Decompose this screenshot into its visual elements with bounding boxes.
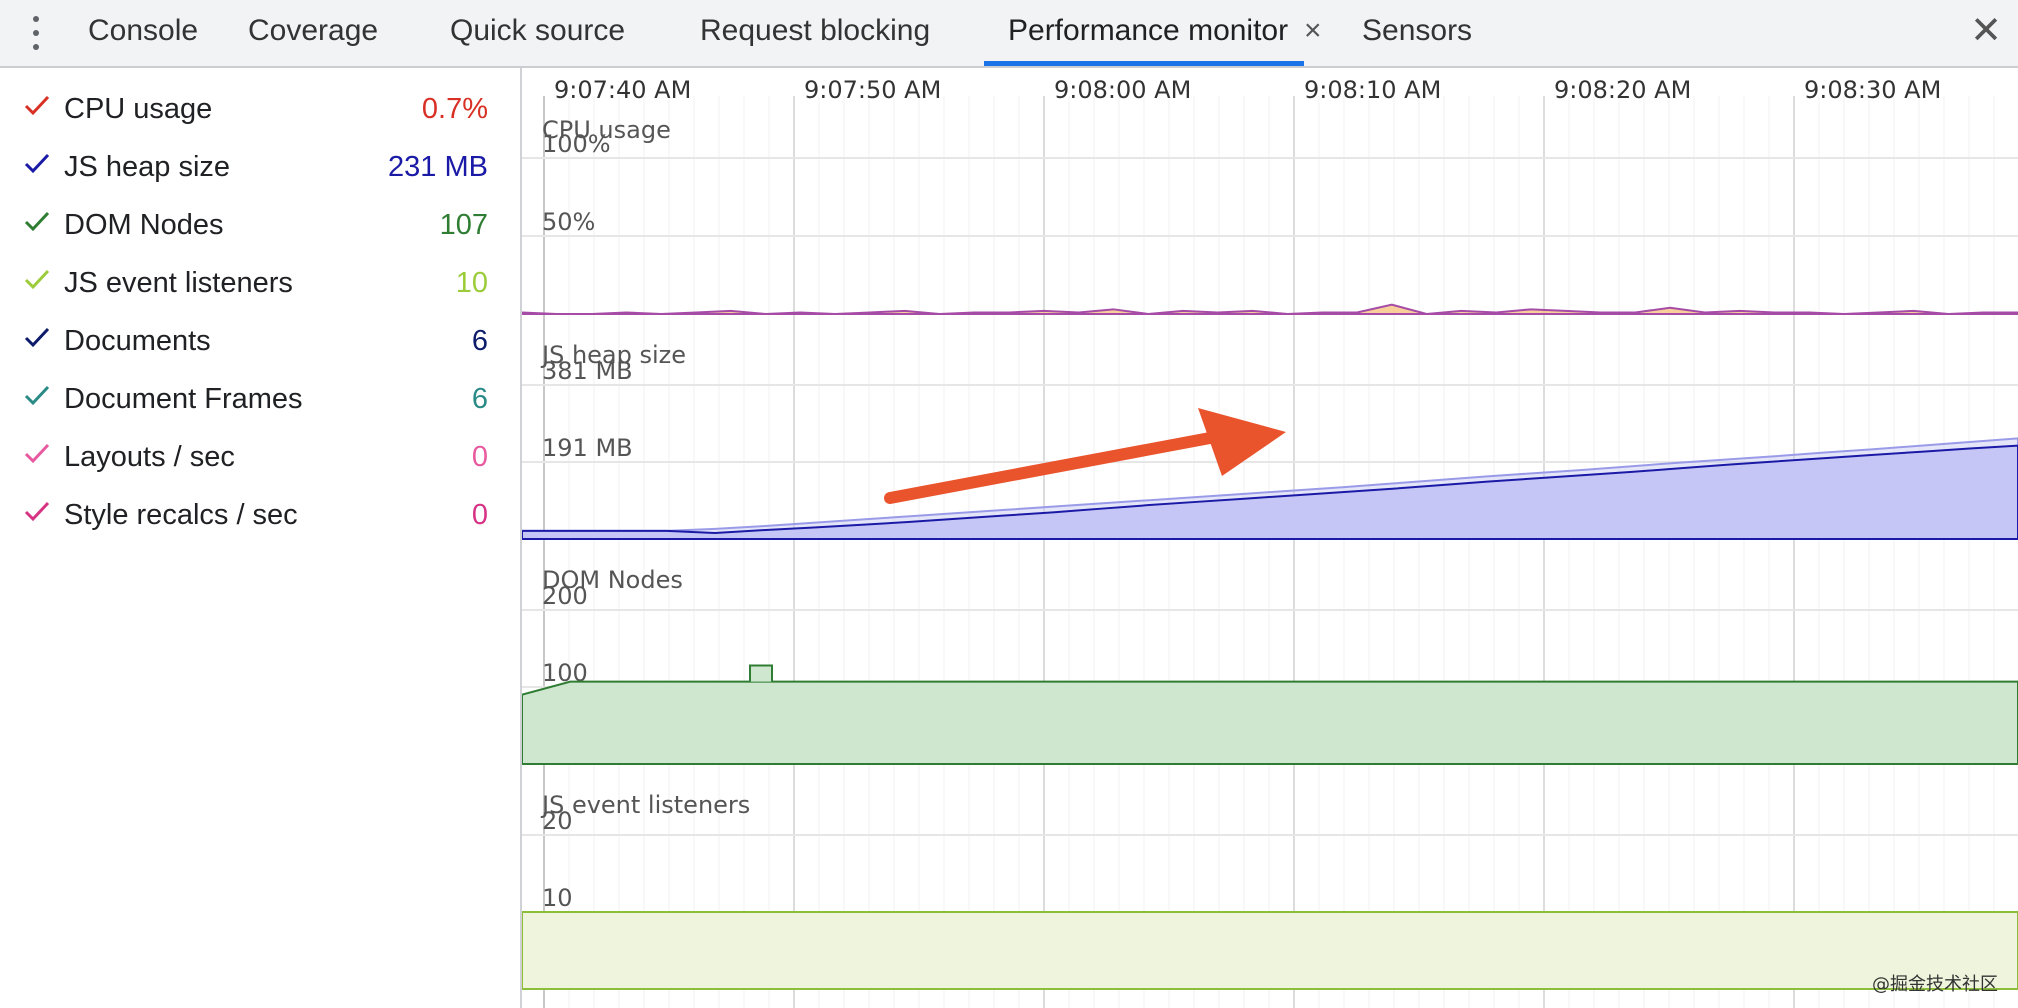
- metric-row[interactable]: JS event listeners 10: [0, 254, 518, 312]
- metric-label: Style recalcs / sec: [64, 499, 298, 531]
- arrow-shaft: [884, 432, 1216, 504]
- tick-label: 100%: [542, 130, 611, 158]
- dom-nodes-spike: [749, 664, 773, 682]
- tick-label: 191 MB: [542, 434, 633, 462]
- checkmark-icon[interactable]: [24, 210, 50, 232]
- time-label: 9:07:50 AM: [804, 76, 941, 104]
- time-label: 9:07:40 AM: [554, 76, 691, 104]
- tab-request-blocking[interactable]: Request blocking: [700, 14, 931, 47]
- metric-value: 107: [439, 209, 488, 241]
- metric-label: Document Frames: [64, 383, 303, 415]
- metric-label: JS event listeners: [64, 267, 293, 299]
- series-area: [522, 680, 2018, 765]
- chart-title: JS heap size: [540, 341, 686, 369]
- metric-value: 0.7%: [421, 93, 488, 125]
- checkmark-icon[interactable]: [24, 152, 50, 174]
- metric-label: DOM Nodes: [64, 209, 224, 241]
- tab-performance-monitor[interactable]: Performance monitor: [983, 0, 1305, 66]
- charts-svg: 9:07:40 AM 9:07:50 AM 9:08:00 AM 9:08:10 AM…: [522, 76, 2018, 1008]
- time-label: 9:08:30 AM: [1804, 76, 1941, 104]
- metric-value: 6: [471, 383, 488, 415]
- metric-row[interactable]: JS heap size 231 MB: [0, 138, 518, 196]
- series-area: [522, 444, 2018, 540]
- close-drawer-icon[interactable]: ✕: [1970, 10, 2002, 52]
- metric-label: Documents: [64, 325, 211, 357]
- checkmark-icon[interactable]: [24, 326, 50, 348]
- metric-label: JS heap size: [64, 151, 231, 183]
- chart-title: DOM Nodes: [542, 566, 683, 594]
- metric-value: 0: [471, 499, 488, 531]
- metric-value: 231 MB: [388, 151, 488, 183]
- metric-list: CPU usage 0.7% JS heap size 231 MB DOM Nodes…: [0, 68, 522, 1008]
- checkmark-icon[interactable]: [24, 268, 50, 290]
- chart-title: CPU usage: [542, 116, 671, 144]
- tick-label: 50%: [542, 208, 595, 236]
- metric-row[interactable]: Layouts / sec 0: [0, 428, 518, 486]
- time-label: 9:08:20 AM: [1554, 76, 1691, 104]
- checkmark-icon[interactable]: [24, 500, 50, 522]
- time-label: 9:08:10 AM: [1304, 76, 1441, 104]
- tab-console[interactable]: Console: [88, 14, 199, 47]
- devtools-drawer-tabbar: Console Coverage Quick source Request bl…: [0, 0, 2018, 68]
- metric-value: 10: [455, 267, 488, 299]
- watermark: @掘金技术社区: [1872, 974, 1998, 995]
- metric-row[interactable]: DOM Nodes 107: [0, 196, 518, 254]
- series-area: [522, 911, 2018, 990]
- chart-title: JS event listeners: [540, 791, 750, 819]
- checkmark-icon[interactable]: [24, 384, 50, 406]
- tab-coverage[interactable]: Coverage: [248, 14, 379, 47]
- metric-label: Layouts / sec: [64, 441, 235, 473]
- tab-quick-source[interactable]: Quick source: [450, 14, 626, 47]
- tab-sensors[interactable]: Sensors: [1362, 14, 1473, 47]
- metric-value: 0: [471, 441, 488, 473]
- tick-label: 200: [542, 582, 588, 610]
- metric-row[interactable]: Document Frames 6: [0, 370, 518, 428]
- performance-charts: 9:07:40 AM 9:07:50 AM 9:08:00 AM 9:08:10 AM…: [522, 68, 2018, 1008]
- metric-row[interactable]: CPU usage 0.7%: [0, 80, 518, 138]
- metric-row[interactable]: Documents 6: [0, 312, 518, 370]
- metric-value: 6: [471, 325, 488, 357]
- time-label: 9:08:00 AM: [1054, 76, 1191, 104]
- tab-close-icon[interactable]: ×: [1304, 14, 1322, 47]
- checkmark-icon[interactable]: [24, 94, 50, 116]
- tick-label: 381 MB: [542, 357, 633, 385]
- tick-label: 20: [542, 807, 573, 835]
- kebab-menu-icon[interactable]: [22, 12, 50, 54]
- checkmark-icon[interactable]: [24, 442, 50, 464]
- tick-label: 10: [542, 884, 573, 912]
- metric-label: CPU usage: [64, 93, 213, 125]
- metric-row[interactable]: Style recalcs / sec 0: [0, 486, 518, 544]
- arrow-head: [1198, 408, 1286, 476]
